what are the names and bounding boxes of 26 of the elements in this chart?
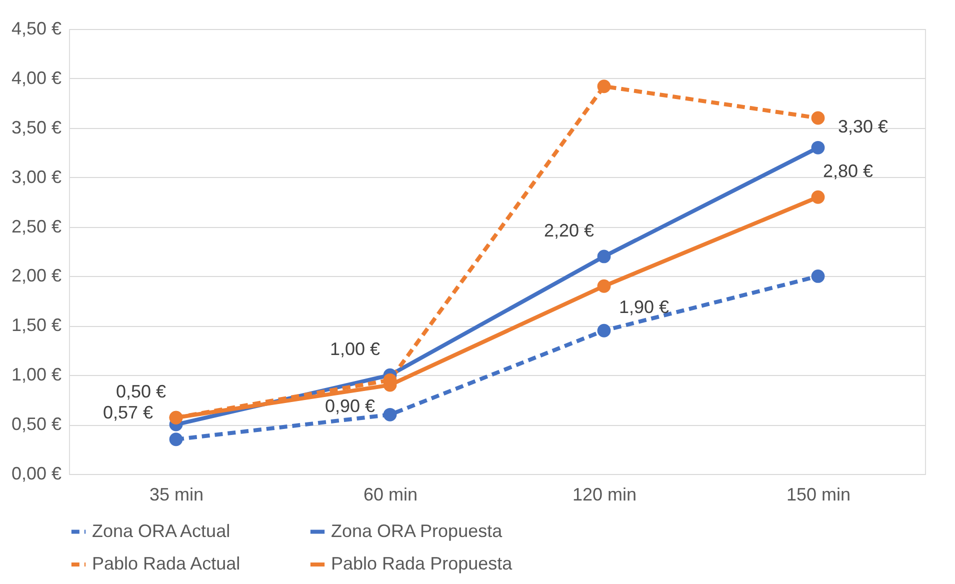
data-label: 0,57 € bbox=[102, 402, 154, 423]
x-tick-label: 35 min bbox=[149, 484, 204, 504]
legend-label: Pablo Rada Actual bbox=[92, 554, 240, 574]
y-tick-label: 3,50 € bbox=[11, 117, 62, 138]
legend-label: Zona ORA Actual bbox=[92, 520, 230, 541]
y-tick-label: 2,50 € bbox=[11, 216, 62, 236]
data-label: 1,00 € bbox=[330, 339, 380, 360]
y-tick-label: 3,00 € bbox=[11, 166, 62, 187]
data-label: 0,50 € bbox=[116, 382, 166, 402]
y-tick-label: 4,50 € bbox=[11, 18, 62, 38]
legend-label: Zona ORA Propuesta bbox=[331, 520, 504, 541]
y-tick-label: 0,00 € bbox=[11, 464, 62, 484]
data-label: 0,90 € bbox=[324, 396, 376, 416]
y-tick-label: 0,50 € bbox=[11, 414, 62, 434]
data-label: 3,30 € bbox=[838, 116, 888, 137]
y-tick-label: 1,00 € bbox=[11, 364, 62, 385]
data-label: 2,80 € bbox=[822, 161, 874, 182]
x-tick-label: 60 min bbox=[363, 484, 418, 504]
y-tick-label: 2,00 € bbox=[11, 266, 62, 286]
data-label: 2,20 € bbox=[544, 220, 594, 240]
legend-label: Pablo Rada Propuesta bbox=[331, 554, 514, 574]
x-tick-label: 120 min bbox=[572, 484, 637, 504]
y-tick-label: 4,00 € bbox=[11, 68, 62, 88]
data-label: 1,90 € bbox=[618, 297, 670, 318]
x-tick-label: 150 min bbox=[786, 484, 851, 504]
y-tick-label: 1,50 € bbox=[11, 315, 62, 336]
